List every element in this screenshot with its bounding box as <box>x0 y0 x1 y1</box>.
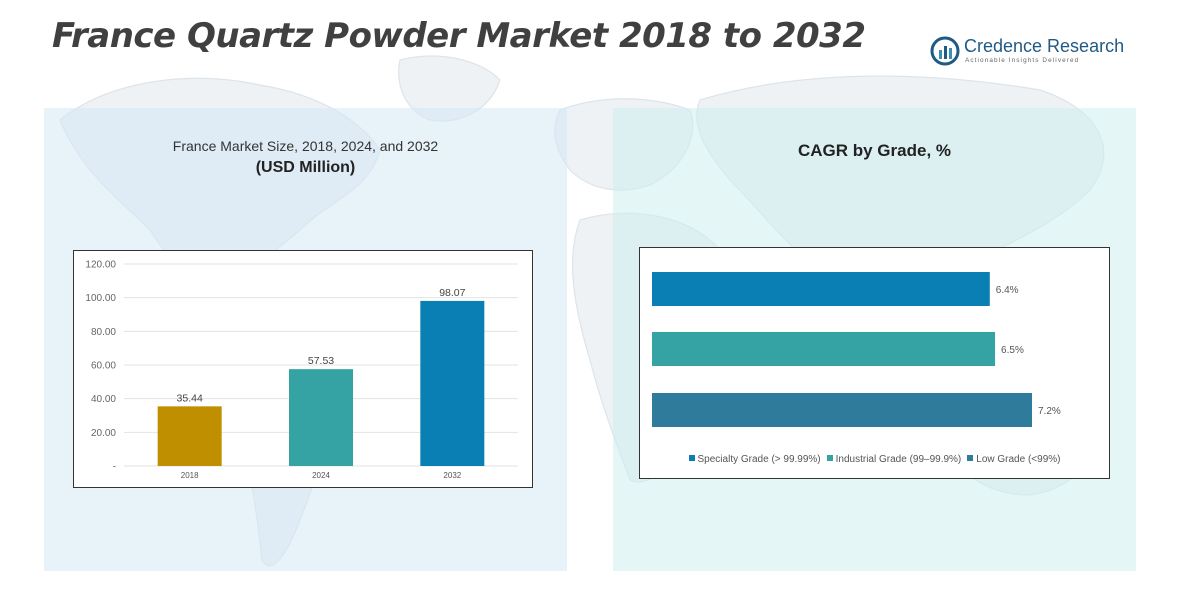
legend-label: Industrial Grade (99–99.9%) <box>835 454 962 465</box>
legend-swatch <box>967 455 974 461</box>
cagr-horizontal-bar-chart: 6.4% 6.5% 7.2% <box>652 272 1061 427</box>
bar-2024[interactable] <box>289 369 353 466</box>
cagr-value-label: 6.4% <box>996 285 1019 296</box>
cagr-bar-1[interactable] <box>652 332 996 366</box>
brand-tagline: Actionable Insights Delivered <box>965 57 1080 64</box>
legend-label: Low Grade (<99%) <box>976 454 1061 465</box>
cagr-bar-0[interactable] <box>652 272 990 306</box>
market-size-bar-chart: - 20.00 40.00 60.00 80.00 100.00 120.00 35.44 20… <box>85 260 518 480</box>
credence-logo-icon <box>930 36 960 66</box>
market-size-chart-title: France Market Size, 2018, 2024, and 2032 <box>172 138 439 154</box>
market-size-chart-unit: (USD Million) <box>255 159 356 176</box>
legend-swatch <box>688 455 695 461</box>
market-size-panel: France Market Size, 2018, 2024, and 2032… <box>44 108 567 571</box>
cagr-bar-2[interactable] <box>652 393 1032 427</box>
bar-value-label: 57.53 <box>308 355 334 367</box>
y-tick-label: 100.00 <box>85 293 116 304</box>
cagr-legend: Specialty Grade (> 99.99%) Industrial Gra… <box>640 454 1109 465</box>
y-tick-label: - <box>113 462 116 473</box>
x-tick-label: 2018 <box>181 471 199 480</box>
y-tick-label: 80.00 <box>91 327 116 338</box>
y-tick-label: 40.00 <box>91 394 116 405</box>
bar-2032[interactable] <box>420 300 485 466</box>
cagr-value-label: 6.5% <box>1001 345 1024 356</box>
cagr-plot-area: 6.4% 6.5% 7.2% Specialty Grade (> 99.99%) I… <box>639 247 1110 479</box>
brand-name: Credence Research <box>964 36 1125 56</box>
cagr-panel: CAGR by Grade, % 6.4% 6.5% 7.2% Specialty … <box>613 108 1136 571</box>
cagr-chart-title: CAGR by Grade, % <box>797 141 952 160</box>
legend-item: Industrial Grade (99–99.9%) <box>826 454 962 465</box>
legend-item: Low Grade (<99%) <box>967 454 1060 465</box>
legend-item: Specialty Grade (> 99.99%) <box>688 454 821 465</box>
page-title: France Quartz Powder Market 2018 to 2032 <box>52 16 866 56</box>
y-tick-label: 60.00 <box>91 361 116 372</box>
y-tick-label: 120.00 <box>85 260 116 271</box>
legend-swatch <box>826 455 833 461</box>
y-tick-label: 20.00 <box>91 428 116 439</box>
x-tick-label: 2032 <box>443 471 461 480</box>
cagr-value-label: 7.2% <box>1038 406 1061 417</box>
bar-value-label: 35.44 <box>177 392 203 404</box>
legend-label: Specialty Grade (> 99.99%) <box>697 454 821 465</box>
bar-2018[interactable] <box>157 406 222 466</box>
x-tick-label: 2024 <box>312 471 330 480</box>
market-size-plot-area: - 20.00 40.00 60.00 80.00 100.00 120.00 35.44 20… <box>73 250 533 488</box>
bar-value-label: 98.07 <box>439 287 465 299</box>
